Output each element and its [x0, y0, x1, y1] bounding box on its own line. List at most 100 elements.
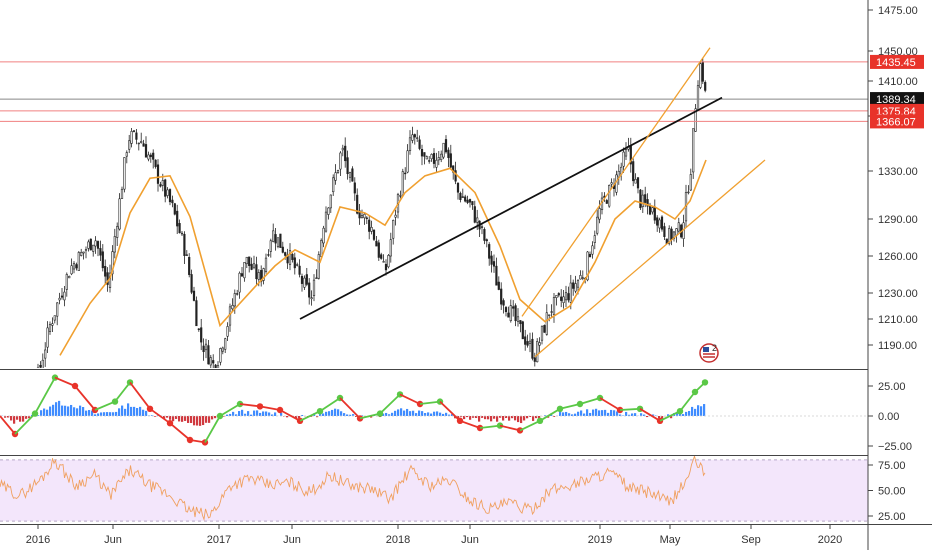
candle-body — [504, 307, 508, 313]
oscillator-bar — [52, 404, 55, 416]
candle-body — [531, 338, 534, 359]
oscillator-bar — [700, 406, 703, 416]
candle-body — [418, 139, 421, 149]
oscillator-bar — [496, 416, 499, 422]
candle-body — [615, 174, 618, 193]
oscillator-segment — [679, 391, 696, 412]
oscillator-bar — [232, 411, 235, 416]
oscillator-bar — [328, 411, 331, 416]
candle-body — [152, 152, 155, 160]
candle-body — [488, 244, 491, 259]
candle-body — [459, 193, 462, 200]
candle-body — [135, 132, 138, 140]
candle-body — [384, 263, 388, 271]
oscillator-bar — [121, 405, 124, 416]
candle-body — [413, 134, 416, 138]
oscillator-bar — [67, 406, 70, 416]
candle-body — [94, 240, 97, 247]
price-badge-label[interactable]: 1366.07 — [876, 116, 916, 128]
candle-body — [624, 149, 628, 157]
candle-body — [132, 130, 136, 132]
oscillator-bar — [391, 412, 394, 416]
candle-body — [308, 282, 311, 298]
candle-body — [41, 359, 44, 368]
candle-body — [351, 168, 354, 182]
rsi-tick-label: 50.00 — [878, 486, 906, 498]
oscillator-bar — [457, 416, 460, 419]
candle-body — [435, 159, 438, 168]
oscillator-segment — [639, 408, 661, 422]
candle-body — [694, 108, 697, 132]
candle-body — [411, 134, 414, 141]
rsi-band-background — [0, 459, 868, 522]
oscillator-bar — [679, 413, 682, 416]
candle-body — [548, 314, 551, 316]
candle-body — [300, 275, 304, 284]
candle-body — [279, 233, 282, 248]
candle-body — [521, 321, 524, 340]
candle-body — [464, 196, 467, 202]
candle-body — [344, 145, 347, 162]
oscillator-bar — [538, 416, 541, 420]
candle-body — [399, 195, 402, 197]
price-badge-label[interactable]: 1435.45 — [876, 57, 916, 69]
price-badge[interactable] — [870, 92, 924, 107]
oscillator-bar — [676, 413, 679, 416]
oscillator-segment — [539, 408, 561, 422]
price-badge[interactable] — [870, 114, 924, 129]
candle-body — [490, 255, 493, 265]
oscillator-bar — [634, 413, 637, 416]
candle-body — [651, 207, 654, 213]
flag-badge-number: 2 — [712, 343, 717, 353]
oscillator-bar — [613, 410, 616, 416]
oscillator-segment — [0, 415, 16, 435]
time-axis: 2016 Jun 2017 Jun 2018 Jun 2019 May Sep 2020 — [26, 525, 842, 546]
candle-body — [113, 236, 116, 253]
candle-body — [96, 241, 100, 249]
price-badge[interactable] — [870, 103, 924, 118]
oscillator-bar — [640, 413, 643, 416]
candle-body — [58, 297, 61, 301]
candle-body — [372, 229, 376, 240]
candle-body — [56, 302, 59, 317]
oscillator-bar — [370, 416, 373, 418]
oscillator-bar — [247, 411, 250, 416]
oscillator-bar — [82, 407, 85, 416]
oscillator-bar — [592, 409, 595, 416]
candle-body — [65, 274, 68, 290]
oscillator-bar — [346, 414, 349, 416]
candle-body — [190, 274, 193, 293]
oscillator-segment — [14, 412, 36, 435]
candle-body — [514, 305, 517, 322]
candle-body — [466, 199, 469, 203]
oscillator-line — [0, 374, 709, 446]
candle-body — [44, 349, 47, 359]
oscillator-bar — [646, 416, 649, 418]
candle-body — [221, 347, 224, 352]
candle-body — [593, 235, 596, 243]
oscillator-bar — [478, 416, 481, 422]
price-badge[interactable] — [870, 54, 924, 69]
candle-body — [634, 178, 637, 184]
oscillator-bar — [580, 410, 583, 416]
oscillator-segment — [204, 415, 221, 443]
candle-body — [692, 128, 695, 173]
candle-body — [420, 149, 424, 157]
oscillator-bar — [64, 405, 67, 416]
candle-body — [87, 241, 90, 249]
price-badge-label[interactable]: 1389.34 — [876, 94, 916, 106]
candle-body — [147, 154, 150, 160]
oscillator-bar — [172, 416, 175, 422]
candle-body — [610, 182, 613, 185]
oscillator-bar — [7, 416, 10, 418]
candle-body — [368, 219, 371, 232]
candle-body — [238, 272, 241, 293]
oscillator-bar — [133, 406, 136, 416]
candle-body — [332, 177, 335, 193]
candle-body — [495, 265, 498, 286]
candle-body — [99, 248, 102, 256]
candle-body — [322, 227, 325, 244]
candle-body — [473, 206, 476, 223]
